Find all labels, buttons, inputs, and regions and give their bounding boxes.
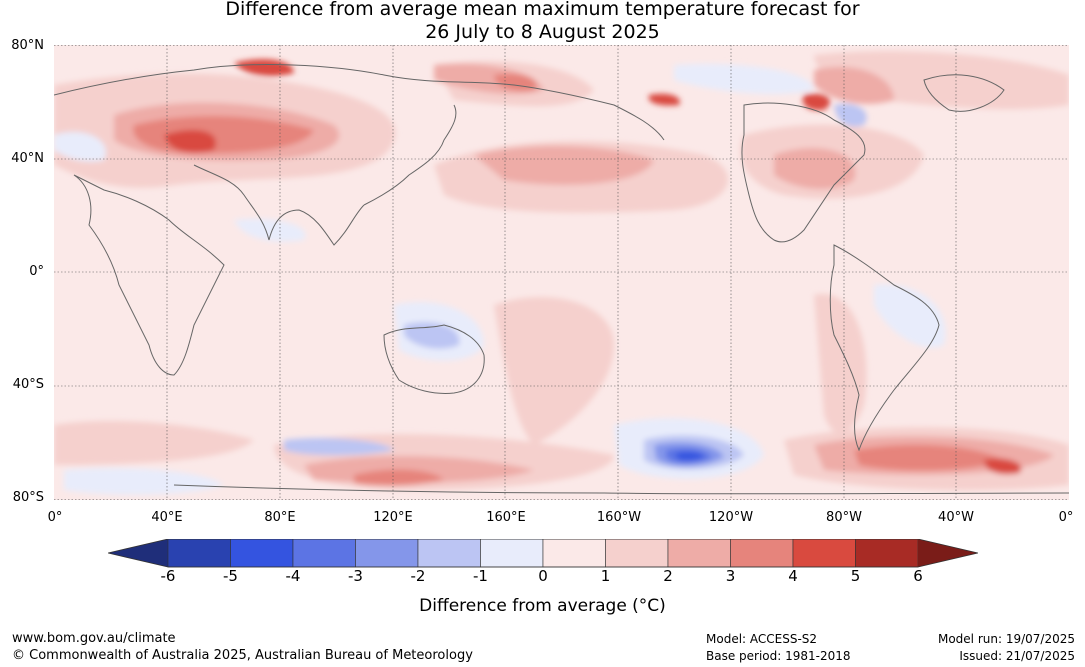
lat-label-80s: 80°S (12, 490, 44, 505)
colorbar-extend-high (918, 539, 978, 567)
colorbar-segment (292, 539, 356, 568)
colorbar-tick-label: 6 (913, 567, 923, 585)
colorbar-label: Difference from average (°C) (419, 596, 666, 616)
footer-model: Model: ACCESS-S2 (706, 632, 818, 646)
colorbar-segment (417, 539, 481, 568)
colorbar-tick-label: 5 (850, 567, 861, 585)
colorbar-segment (167, 539, 231, 568)
footer-base-period: Base period: 1981-2018 (706, 649, 851, 663)
colorbar-segment (730, 539, 794, 568)
lon-label-80w: 80°W (826, 510, 862, 525)
colorbar-tick-label: 4 (788, 567, 798, 585)
colorbar-tick-label: -2 (410, 567, 426, 585)
colorbar-tick-label: 0 (538, 567, 548, 585)
lon-label-40e: 40°E (151, 510, 183, 525)
lon-label-0-left: 0° (47, 510, 63, 525)
title-line-2: 26 July to 8 August 2025 (425, 21, 660, 43)
footer-model-run: Model run: 19/07/2025 (937, 632, 1075, 646)
footer-copyright: © Commonwealth of Australia 2025, Austra… (12, 648, 473, 663)
colorbar-tick-label: -4 (285, 567, 301, 585)
colorbar-tick-label: 2 (663, 567, 673, 585)
colorbar-segment (480, 539, 544, 568)
colorbar-segment (605, 539, 669, 568)
colorbar-tick-label: 3 (725, 567, 736, 585)
coastlines (54, 64, 1069, 495)
lon-label-160e: 160°E (486, 510, 526, 525)
lat-label-80n: 80°N (11, 38, 44, 53)
title-line-1: Difference from average mean maximum tem… (225, 0, 860, 20)
lon-label-40w: 40°W (938, 510, 974, 525)
colorbar-segment (667, 539, 731, 568)
lat-label-0: 0° (29, 264, 44, 279)
lon-label-120w: 120°W (708, 510, 754, 525)
temperature-anomaly-map (54, 45, 1069, 500)
colorbar-segment (355, 539, 419, 568)
lat-label-40n: 40°N (11, 151, 44, 166)
colorbar-tick-label: -3 (348, 567, 363, 585)
graticule (54, 45, 1069, 500)
lon-label-80e: 80°E (264, 510, 296, 525)
lat-label-40s: 40°S (12, 377, 44, 392)
colorbar-outline (108, 539, 978, 568)
colorbar-tick-label: -6 (160, 567, 176, 585)
colorbar-segment (542, 539, 606, 568)
map-title: Difference from average mean maximum tem… (0, 0, 1085, 44)
footer-url[interactable]: www.bom.gov.au/climate (12, 631, 176, 646)
colorbar-extend-low (108, 539, 168, 567)
colorbar (108, 539, 978, 568)
colorbar-tick-label: 1 (600, 567, 611, 585)
lon-label-160w: 160°W (596, 510, 642, 525)
colorbar-segment (855, 539, 919, 568)
colorbar-tick-label: -1 (473, 567, 488, 585)
colorbar-segment (792, 539, 856, 568)
colorbar-segment (230, 539, 294, 568)
lon-label-0-right: 0° (1058, 510, 1074, 525)
colorbar-tick-label: -5 (223, 567, 238, 585)
lon-label-120e: 120°E (373, 510, 413, 525)
footer-issued: Issued: 21/07/2025 (959, 649, 1075, 663)
